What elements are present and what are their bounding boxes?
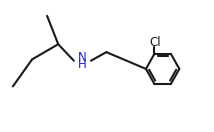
Text: N: N bbox=[78, 51, 87, 64]
Text: H: H bbox=[78, 58, 87, 70]
Text: Cl: Cl bbox=[149, 36, 160, 49]
